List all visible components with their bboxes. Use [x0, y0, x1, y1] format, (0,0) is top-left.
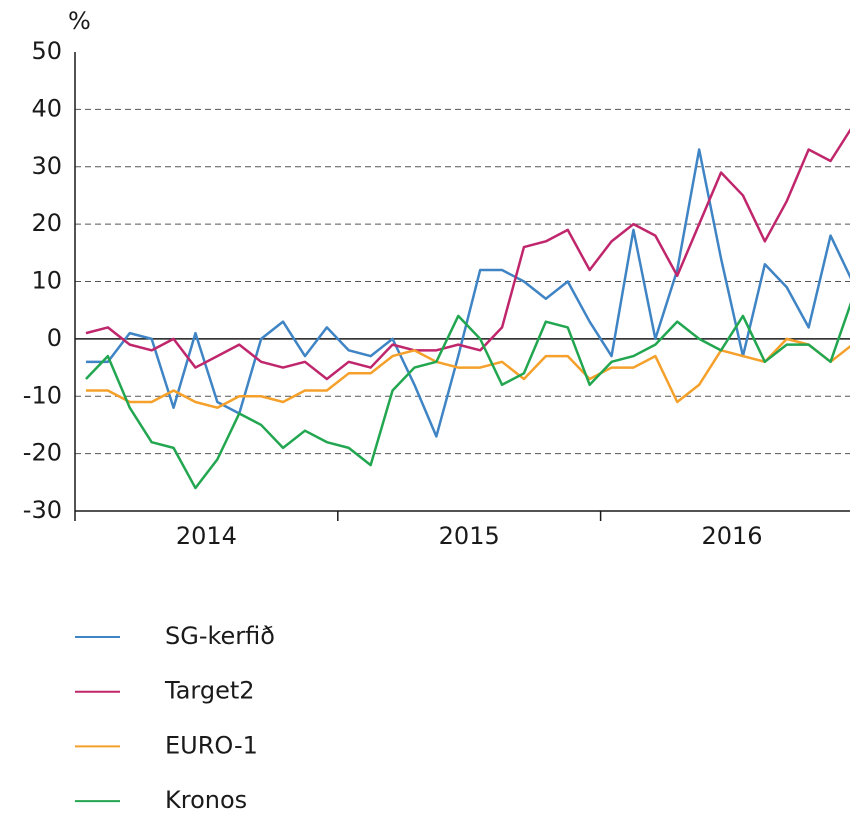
- y-tick-label: 50: [31, 37, 62, 65]
- x-group-label: 2016: [701, 522, 762, 550]
- y-unit: %: [68, 7, 91, 35]
- legend-label: EURO-1: [165, 731, 258, 759]
- y-tick-label: 30: [31, 152, 62, 180]
- series-line: [85, 148, 850, 438]
- y-tick-label: 40: [31, 94, 62, 122]
- series-line: [85, 128, 850, 381]
- series-line: [85, 301, 850, 490]
- x-group-label: 2015: [439, 522, 500, 550]
- x-group-label: 2014: [176, 522, 237, 550]
- y-tick-label: 10: [31, 267, 62, 295]
- legend-label: Target2: [164, 677, 255, 705]
- series-line: [85, 337, 850, 409]
- legend-label: Kronos: [165, 786, 247, 813]
- y-tick-label: -20: [23, 439, 62, 467]
- legend-label: SG-kerfið: [165, 622, 275, 650]
- y-tick-label: 0: [47, 324, 62, 352]
- y-tick-label: 20: [31, 209, 62, 237]
- y-tick-label: -30: [23, 496, 62, 524]
- y-tick-label: -10: [23, 381, 62, 409]
